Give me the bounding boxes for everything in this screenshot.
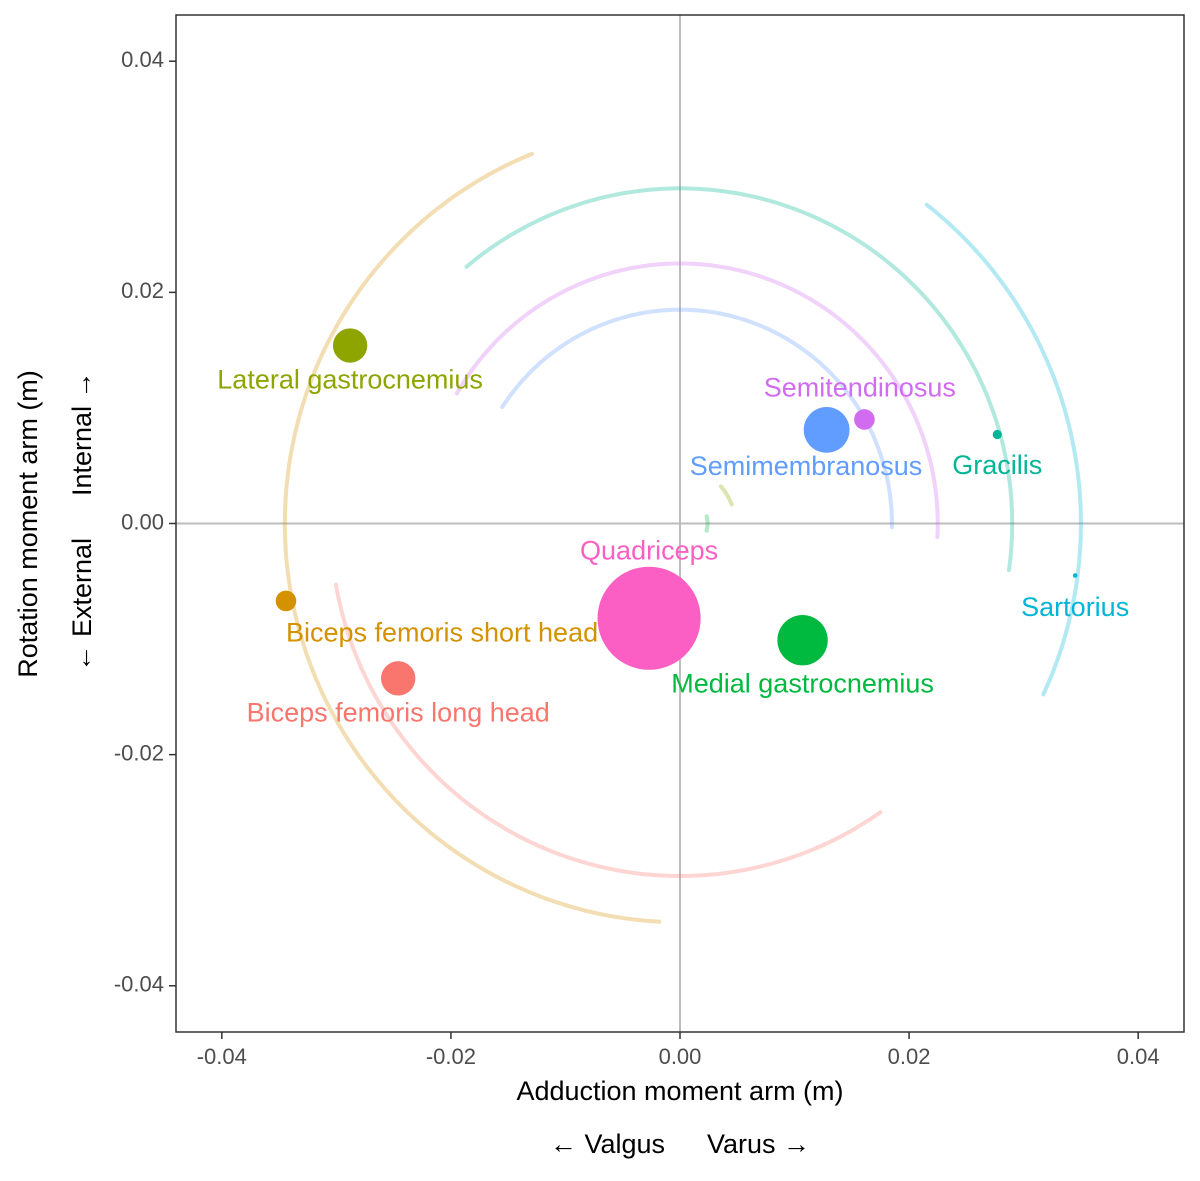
y-tick-label-3: 0.02	[121, 278, 164, 303]
point-label-3: Gracilis	[952, 450, 1042, 480]
y-tick-label-1: -0.02	[114, 740, 164, 765]
point-label-0: Lateral gastrocnemius	[217, 364, 483, 394]
point-label-4: Sartorius	[1021, 592, 1129, 622]
data-point-7	[275, 590, 297, 612]
point-label-2: Semimembranosus	[690, 451, 923, 481]
point-label-7: Biceps femoris short head	[286, 618, 598, 648]
data-point-6	[777, 615, 828, 666]
y-tick-label-2: 0.00	[121, 509, 164, 534]
data-point-8	[381, 661, 416, 696]
y-tick-label-0: -0.04	[114, 972, 164, 997]
data-point-2	[803, 406, 850, 453]
trajectory-arc-7	[282, 151, 662, 924]
point-label-8: Biceps femoris long head	[247, 697, 550, 727]
trajectory-arc-0	[718, 484, 734, 507]
data-point-5	[597, 566, 701, 670]
x-tick-label-2: 0.00	[659, 1044, 702, 1069]
plot-area: Lateral gastrocnemius Semitendinosus Semim…	[176, 15, 1184, 1032]
trajectory-arc-6	[704, 514, 710, 533]
y-axis-negative-direction-label: ← External	[67, 538, 97, 672]
x-tick-label-1: -0.02	[426, 1044, 476, 1069]
x-tick-label-4: 0.04	[1117, 1044, 1160, 1069]
x-axis-title: Adduction moment arm (m)	[516, 1076, 843, 1106]
y-axis-positive-direction-label: Internal →	[67, 371, 97, 496]
data-point-4	[1072, 573, 1078, 578]
x-tick-label-3: 0.02	[888, 1044, 931, 1069]
y-axis-title: Rotation moment arm (m)	[13, 370, 43, 678]
trajectory-arc-8	[333, 582, 883, 879]
trajectory-arc-2	[500, 307, 894, 530]
x-tick-label-0: -0.04	[197, 1044, 247, 1069]
point-label-6: Medial gastrocnemius	[671, 668, 934, 698]
point-label-5: Quadriceps	[580, 536, 718, 566]
data-point-0	[332, 328, 368, 363]
data-point-1	[854, 409, 875, 430]
x-axis-negative-direction-label: ← Valgus	[550, 1129, 665, 1159]
data-point-3	[992, 429, 1002, 440]
trajectory-arc-4	[924, 202, 1083, 697]
y-tick-label-4: 0.04	[121, 47, 164, 72]
trajectory-arc-1	[454, 261, 940, 540]
axes: -0.04 -0.02 0.00 0.02 0.04 -0.04 -0.02 0.00 0.02…	[114, 14, 1185, 1069]
x-axis-positive-direction-label: Varus →	[707, 1129, 810, 1159]
point-label-1: Semitendinosus	[764, 373, 956, 403]
